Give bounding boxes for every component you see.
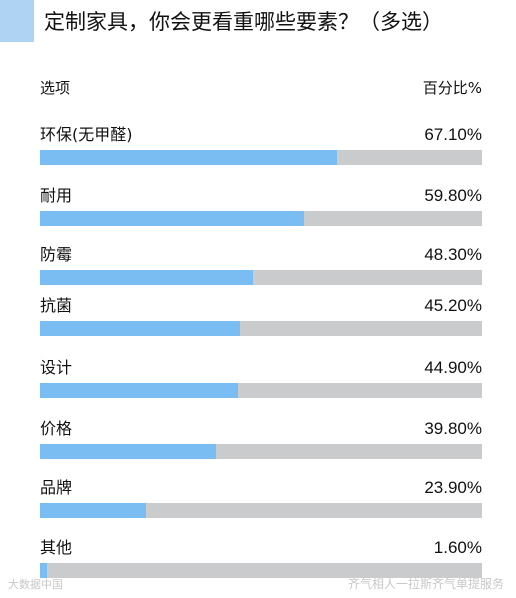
value-label: 1.60% xyxy=(433,538,482,557)
bar-row: 抗菌 45.20% xyxy=(40,295,482,339)
bar-track xyxy=(40,444,482,459)
bar-row: 环保(无甲醛) 67.10% xyxy=(40,124,482,168)
value-label: 23.90% xyxy=(424,478,482,497)
bar-track xyxy=(40,211,482,226)
value-label: 39.80% xyxy=(424,419,482,438)
bar-fill xyxy=(40,270,254,285)
bar-row: 其他 1.60% xyxy=(40,537,482,581)
category-label: 其他 xyxy=(40,538,73,557)
bar-row: 设计 44.90% xyxy=(40,357,482,401)
category-label: 环保(无甲醛) xyxy=(40,125,133,144)
bar-fill xyxy=(40,211,305,226)
bar-track xyxy=(40,563,482,578)
bar-fill xyxy=(40,321,240,336)
chart-title: 定制家具，你会更看重哪些要素？（多选） xyxy=(44,10,443,34)
category-label: 防霉 xyxy=(40,245,73,264)
category-label: 价格 xyxy=(40,419,73,438)
category-label: 设计 xyxy=(40,358,73,377)
category-label: 品牌 xyxy=(40,478,73,497)
watermark-right: 齐气相人一拉斯齐气单提服务 xyxy=(347,577,504,591)
bar-row: 品牌 23.90% xyxy=(40,477,482,521)
bar-track xyxy=(40,270,482,285)
value-label: 48.30% xyxy=(424,245,482,264)
value-label: 45.20% xyxy=(424,296,482,315)
column-header-options: 选项 xyxy=(40,79,71,97)
column-header-percent: 百分比% xyxy=(422,79,482,97)
bar-row: 防霉 48.30% xyxy=(40,244,482,288)
bar-track xyxy=(40,321,482,336)
value-label: 67.10% xyxy=(424,125,482,144)
value-label: 44.90% xyxy=(424,358,482,377)
value-label: 59.80% xyxy=(424,186,482,205)
bar-track xyxy=(40,383,482,398)
bar-fill xyxy=(40,383,239,398)
bar-fill xyxy=(40,444,216,459)
title-accent-block xyxy=(0,0,34,42)
bar-row: 耐用 59.80% xyxy=(40,185,482,229)
category-label: 抗菌 xyxy=(40,296,73,315)
bar-track xyxy=(40,150,482,165)
watermark-left: 大数据中国 xyxy=(8,578,63,591)
bar-track xyxy=(40,503,482,518)
category-label: 耐用 xyxy=(40,186,73,205)
bar-fill xyxy=(40,503,146,518)
bar-fill xyxy=(40,150,337,165)
bar-row: 价格 39.80% xyxy=(40,418,482,462)
bar-fill xyxy=(40,563,48,578)
